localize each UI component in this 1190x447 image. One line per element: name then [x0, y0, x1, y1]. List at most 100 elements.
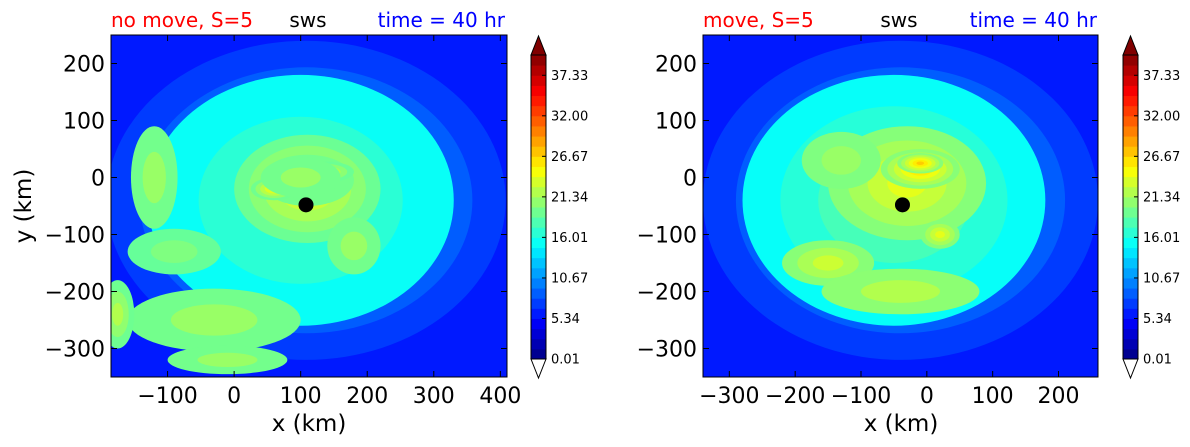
contour-band [170, 304, 258, 336]
colorbar-tick-label: 0.01 [1143, 353, 1172, 368]
colorbar-segment [1123, 95, 1138, 107]
colorbar-segment [1123, 75, 1138, 86]
right-panel: move, S=5 sws time = 40 hr −300 −200 −100 0… [637, 8, 1181, 437]
colorbar-segment [531, 125, 546, 137]
y-tick-label: 100 [655, 110, 697, 135]
left-x-ticks: −100 0 100 200 300 400 [137, 35, 521, 409]
left-plot-area [111, 35, 507, 377]
colorbar-segment [1123, 288, 1138, 299]
colorbar-extend-min [1122, 358, 1139, 380]
right-x-axis-label: x (km) [864, 411, 939, 437]
contour-band [150, 240, 198, 263]
storm-center-marker [894, 197, 910, 213]
colorbar-frame [530, 54, 547, 360]
x-tick-label: −300 [699, 384, 759, 409]
colorbar-tick-label: 26.67 [1143, 150, 1180, 165]
colorbar-segment [1123, 277, 1138, 289]
colorbar-segment [1123, 186, 1138, 198]
colorbar-segment [531, 318, 546, 330]
colorbar-segment [531, 186, 546, 198]
colorbar-segment [1123, 298, 1138, 309]
colorbar-segment [531, 338, 546, 350]
left-title-left: no move, S=5 [111, 8, 253, 32]
colorbar-segment [1123, 348, 1138, 360]
left-colorbar: 0.01 5.34 10.67 16.01 21.34 26.67 32.00 37.33 [530, 34, 588, 380]
y-tick-label: 100 [63, 110, 105, 135]
colorbar-segment [1123, 85, 1138, 97]
colorbar-segment [1123, 328, 1138, 340]
colorbar-segment [1123, 217, 1138, 228]
contour-band [142, 151, 166, 204]
x-tick-label: 0 [920, 384, 934, 409]
y-tick-label: −100 [637, 224, 697, 249]
x-tick-label: 0 [227, 384, 241, 409]
colorbar-segment [531, 348, 546, 360]
colorbar-segment [1123, 105, 1138, 117]
colorbar-extend-max [530, 34, 547, 56]
colorbar-segment [531, 136, 546, 147]
contour-band [861, 280, 940, 303]
right-title-center: sws [880, 8, 917, 32]
contour-band [280, 167, 321, 188]
x-tick-label: −200 [765, 384, 825, 409]
x-tick-label: −100 [137, 384, 197, 409]
x-tick-label: 100 [280, 384, 322, 409]
x-tick-label: 200 [1038, 384, 1080, 409]
left-panel: no move, S=5 sws time = 40 hr −100 0 100 20… [11, 8, 588, 437]
colorbar-segment [531, 146, 546, 157]
y-tick-label: −200 [45, 281, 105, 306]
colorbar-segment [1123, 65, 1138, 76]
colorbar-segment [531, 196, 546, 208]
colorbar-segment [531, 156, 546, 167]
y-tick-label: −100 [45, 224, 105, 249]
colorbar-segment [1123, 227, 1138, 238]
right-plot-frame [702, 34, 1099, 378]
colorbar-tick-label: 37.33 [551, 69, 588, 84]
colorbar-segment [531, 288, 546, 299]
x-tick-label: 400 [479, 384, 521, 409]
x-tick-label: 200 [346, 384, 388, 409]
colorbar-segment [531, 176, 546, 188]
colorbar-tick-label: 21.34 [1143, 190, 1180, 205]
colorbar-frame [1122, 54, 1139, 360]
x-tick-label: 100 [972, 384, 1014, 409]
y-tick-label: −300 [45, 338, 105, 363]
colorbar-tick-label: 0.01 [551, 353, 580, 368]
right-plot-area [703, 35, 1098, 377]
colorbar-tick-label: 5.34 [1143, 312, 1172, 327]
colorbar-extend-min [530, 358, 547, 380]
colorbar-segment [531, 105, 546, 117]
contour-band [916, 161, 925, 165]
colorbar-tick-label: 37.33 [1143, 69, 1180, 84]
contour-band [340, 231, 368, 261]
colorbar-segment [1123, 125, 1138, 137]
colorbar-segment [1123, 136, 1138, 147]
colorbar-segment [531, 257, 546, 269]
colorbar-segment [531, 328, 546, 340]
right-y-ticks: 200 100 0 −100 −200 −300 [637, 53, 1098, 363]
colorbar-segment [531, 298, 546, 309]
colorbar-segment [1123, 247, 1138, 259]
y-tick-label: 0 [683, 167, 697, 192]
colorbar-segment [531, 65, 546, 76]
colorbar-tick-label: 16.01 [551, 231, 588, 246]
colorbar-segment [531, 95, 546, 107]
x-tick-label: −100 [831, 384, 891, 409]
colorbar-segment [531, 247, 546, 259]
colorbar-segment [1123, 267, 1138, 279]
left-title-center: sws [289, 8, 326, 32]
colorbar-segment [1123, 156, 1138, 167]
y-tick-label: 200 [655, 53, 697, 78]
colorbar-segment [531, 277, 546, 289]
colorbar-segment [1123, 308, 1138, 319]
colorbar-segment [531, 75, 546, 86]
colorbar-segment [1123, 55, 1138, 66]
colorbar-tick-label: 21.34 [551, 190, 588, 205]
storm-center-marker [298, 197, 314, 213]
left-plot-frame [110, 34, 508, 378]
colorbar-segment [1123, 176, 1138, 188]
colorbar-tick-label: 26.67 [551, 150, 588, 165]
colorbar-segment [531, 237, 546, 249]
colorbar-segment [531, 267, 546, 279]
y-tick-label: −300 [637, 338, 697, 363]
